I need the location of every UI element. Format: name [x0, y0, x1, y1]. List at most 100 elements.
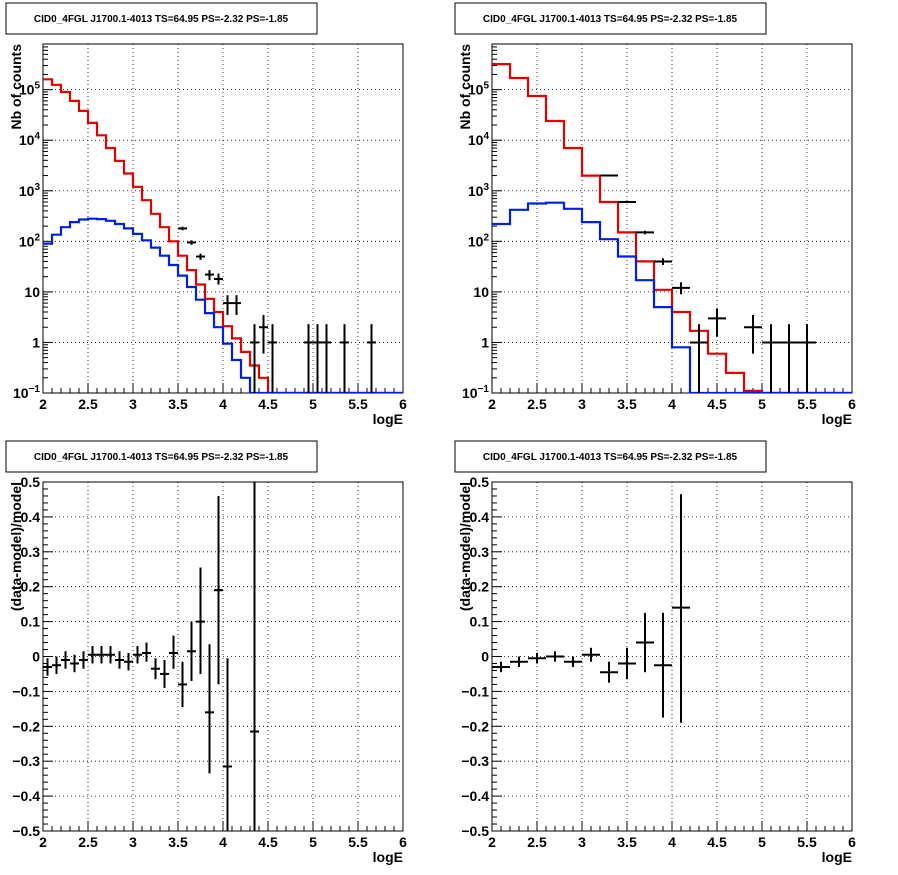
data-point: [322, 324, 331, 393]
data-point: [708, 308, 726, 337]
y-tick-label: −0.5: [12, 823, 40, 839]
data-points: [492, 494, 690, 723]
y-tick-label: −0.1: [461, 683, 489, 699]
grid: [43, 482, 403, 831]
plot-area: [43, 482, 259, 831]
data-point: [672, 282, 690, 295]
model-total-histogram: [43, 78, 403, 393]
grid: [492, 44, 852, 393]
data-point: [600, 174, 618, 177]
data-point: [115, 651, 124, 669]
y-tick-label: 0.2: [21, 579, 41, 595]
data-point: [187, 621, 196, 681]
title-box: [5, 2, 318, 35]
data-point: [259, 314, 268, 354]
x-tick-label: 5.5: [797, 834, 817, 850]
grid: [492, 482, 852, 831]
y-tick-label: 0.3: [21, 544, 41, 560]
x-tick-label: 3: [129, 834, 137, 850]
y-tick-label: −0.3: [461, 753, 489, 769]
data-point: [798, 324, 816, 393]
spectrum-coarse-panel: CID0_4FGL J1700.1-4013 TS=64.95 PS=-2.32…: [454, 2, 856, 427]
y-tick-label: −0.4: [12, 788, 40, 804]
y-axis-label: (data-model)/model: [457, 482, 473, 611]
data-point: [214, 273, 223, 285]
y-tick-label: −0.4: [461, 788, 489, 804]
model-source-histogram: [43, 217, 403, 393]
x-tick-label: 2.5: [527, 834, 547, 850]
x-tick-label: 5: [758, 834, 766, 850]
y-tick-label: 0.4: [21, 509, 41, 525]
data-point: [196, 253, 205, 260]
data-point: [205, 644, 214, 774]
data-point: [151, 658, 160, 680]
data-point: [780, 324, 798, 393]
y-tick-label: −0.2: [461, 718, 489, 734]
y-tick-label: 10−1: [462, 384, 489, 401]
y-tick-label: 105: [19, 81, 41, 98]
data-point: [43, 658, 52, 676]
data-point: [564, 656, 582, 667]
data-point: [133, 646, 142, 664]
data-point: [304, 324, 313, 393]
data-point: [672, 494, 690, 723]
title-box: [454, 2, 767, 35]
data-point: [582, 647, 600, 662]
x-axis-label: logE: [373, 849, 403, 865]
data-point: [196, 567, 205, 674]
y-tick-label: 0.5: [21, 474, 41, 490]
x-tick-label: 5: [309, 834, 317, 850]
y-tick-label: −0.1: [12, 683, 40, 699]
y-tick-label: 10: [473, 284, 489, 300]
y-axis-label: Nb of counts: [457, 44, 473, 130]
data-point: [618, 647, 636, 680]
x-axis-label: logE: [373, 411, 403, 427]
data-point: [546, 651, 564, 662]
x-tick-label: 5.5: [348, 834, 368, 850]
data-point: [690, 324, 708, 393]
y-tick-label: 0: [32, 649, 40, 665]
y-tick-label: −0.5: [461, 823, 489, 839]
data-point: [313, 324, 322, 393]
x-tick-label: 3.5: [617, 834, 637, 850]
chart-title: CID0_4FGL J1700.1-4013 TS=64.95 PS=-2.32…: [34, 14, 289, 25]
data-point: [70, 654, 79, 673]
y-tick-label: 105: [468, 81, 490, 98]
y-tick-label: 0.2: [470, 579, 490, 595]
y-axis-label: Nb of counts: [8, 44, 24, 130]
data-point: [52, 656, 61, 674]
x-tick-label: 2.5: [78, 834, 98, 850]
y-tick-label: 0: [481, 649, 489, 665]
data-point: [268, 324, 277, 393]
plot-area: [492, 494, 690, 723]
residual-coarse-panel: CID0_4FGL J1700.1-4013 TS=64.95 PS=-2.32…: [454, 440, 856, 865]
data-point: [492, 661, 510, 673]
y-tick-label: 103: [468, 182, 490, 199]
x-tick-label: 4.5: [707, 396, 727, 412]
x-tick-label: 4.5: [258, 396, 278, 412]
data-points: [43, 482, 259, 831]
x-tick-label: 2.5: [78, 396, 98, 412]
data-point: [600, 661, 618, 683]
x-tick-label: 3: [578, 834, 586, 850]
data-point: [223, 658, 232, 831]
x-tick-label: 2: [39, 396, 47, 412]
y-tick-label: 102: [19, 232, 41, 249]
model-total-histogram: [492, 62, 852, 393]
x-tick-label: 5.5: [348, 396, 368, 412]
data-point: [88, 646, 97, 664]
x-axis-label: logE: [822, 849, 852, 865]
title-box: [5, 440, 318, 473]
data-point: [744, 314, 762, 354]
y-tick-label: 102: [468, 232, 490, 249]
x-tick-label: 5: [309, 396, 317, 412]
data-point: [528, 653, 546, 664]
y-tick-label: 0.5: [470, 474, 490, 490]
plot-area: [492, 62, 852, 393]
x-tick-label: 6: [399, 396, 407, 412]
chart-title: CID0_4FGL J1700.1-4013 TS=64.95 PS=-2.32…: [483, 452, 738, 463]
data-point: [250, 482, 259, 831]
x-tick-label: 4: [668, 396, 676, 412]
y-tick-label: 104: [468, 131, 490, 148]
